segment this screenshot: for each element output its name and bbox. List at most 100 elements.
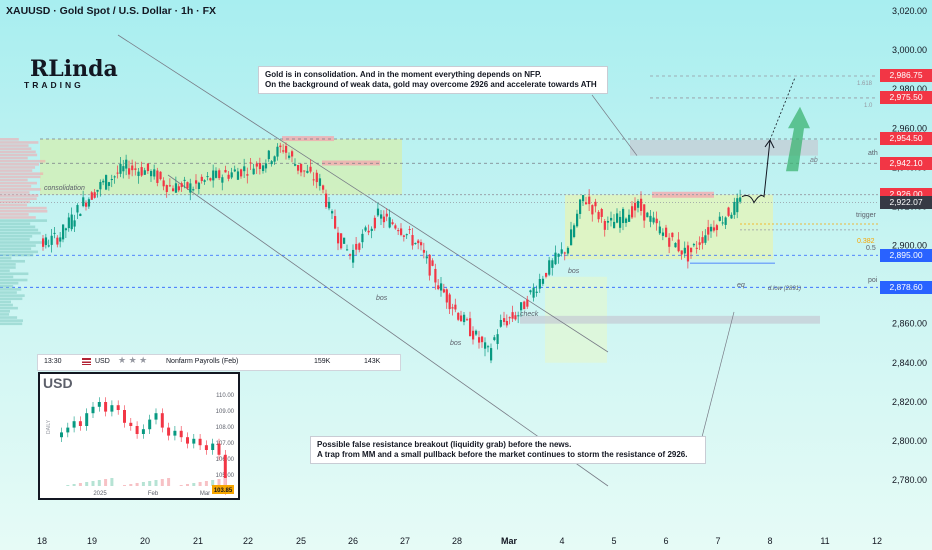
volume-profile-bar	[0, 213, 29, 216]
candle-body	[440, 283, 443, 291]
candle-body	[146, 163, 150, 172]
candle-body	[701, 237, 704, 244]
candle-body	[243, 166, 246, 172]
channel-upper	[117, 34, 609, 353]
inset-volume-bar	[179, 485, 183, 486]
label-bos-2: bos	[450, 340, 462, 347]
candle-body	[529, 290, 532, 293]
candle-body	[665, 227, 668, 238]
volume-profile-bar	[0, 322, 23, 326]
candle-body	[622, 208, 625, 224]
candle-body	[431, 260, 434, 266]
inset-volume-bar	[91, 481, 95, 486]
candle-body	[631, 206, 634, 218]
symbol-header[interactable]: XAUUSD · Gold Spot / U.S. Dollar · 1h · …	[6, 5, 217, 17]
volume-profile-bar	[0, 238, 30, 241]
inset-candle-body	[72, 421, 76, 428]
candle-body	[267, 150, 270, 160]
inset-candle-body	[129, 422, 133, 426]
y-tick-label: 2,800.00	[892, 436, 927, 446]
volume-profile-bar	[0, 138, 19, 141]
label-poi: poi	[868, 277, 878, 284]
candle-body	[168, 185, 172, 187]
candle-body	[367, 230, 370, 233]
y-tick-label: 2,780.00	[892, 475, 927, 485]
inset-volume-bar	[78, 483, 82, 486]
inset-candle-body	[135, 426, 139, 434]
candle-body	[137, 171, 140, 177]
candle-body	[186, 182, 189, 189]
candle-body	[643, 204, 646, 221]
inset-candle-body	[91, 406, 95, 414]
volume-profile-bar	[0, 209, 48, 213]
inset-volume-bar	[85, 482, 89, 486]
x-tick-label: 25	[295, 536, 307, 546]
volume-profile-bar	[0, 194, 39, 197]
candle-body	[102, 180, 105, 183]
candle-body	[692, 244, 696, 246]
flag-icon	[82, 358, 91, 365]
volume-profile-bar	[0, 159, 46, 163]
label-ab: ab	[810, 157, 818, 164]
candle-body	[674, 242, 677, 248]
candle-body	[532, 287, 535, 298]
economic-event-row[interactable]: 13:30 USD ★ ★ ★ Nonfarm Payrolls (Feb) 1…	[37, 354, 401, 371]
volume-profile-bar	[0, 247, 32, 251]
x-tick-label: 22	[242, 536, 254, 546]
volume-profile-bar	[0, 169, 33, 172]
candle-body	[640, 198, 643, 211]
candle-body	[373, 217, 376, 229]
volume-profile-bar	[0, 294, 25, 297]
candle-body	[563, 252, 566, 254]
candle-body	[408, 229, 411, 231]
candle-body	[422, 249, 426, 253]
inset-volume-bar	[204, 481, 208, 486]
inset-candle-body	[173, 430, 177, 436]
inset-candle-body	[204, 445, 208, 450]
candle-body	[349, 254, 352, 256]
volume-profile-bar	[0, 263, 16, 266]
candle-body	[233, 169, 236, 172]
inset-volume-bar	[217, 479, 221, 486]
candle-body	[85, 202, 88, 207]
event-time: 13:30	[44, 358, 62, 365]
volume-profile-bar	[0, 156, 28, 160]
candle-body	[570, 229, 573, 246]
volume-profile-bar	[0, 184, 32, 188]
volume-profile-bar	[0, 288, 22, 291]
candle-body	[610, 217, 613, 221]
volume-profile-bar	[0, 250, 39, 254]
volume-profile-bar	[0, 203, 28, 207]
inset-candle-body	[60, 432, 63, 438]
candle-body	[548, 260, 551, 275]
candle-body	[134, 168, 137, 170]
candle-body	[402, 235, 406, 237]
candle-body	[400, 228, 403, 235]
candle-body	[42, 238, 45, 247]
candle-body	[405, 234, 408, 236]
candle-body	[493, 337, 496, 340]
inset-y-tick: 108.00	[216, 425, 235, 431]
candle-body	[710, 226, 713, 232]
candle-body	[466, 319, 469, 321]
candle-body	[337, 232, 340, 244]
x-tick-label: 26	[347, 536, 359, 546]
candle-body	[262, 165, 265, 172]
volume-profile-bar	[0, 216, 36, 219]
candle-body	[370, 228, 373, 231]
candle-body	[322, 185, 325, 190]
candle-body	[637, 201, 640, 208]
candle-body	[50, 235, 53, 245]
candle-body	[315, 172, 318, 183]
label-fib-05: 0.5	[866, 245, 876, 252]
y-tick-label: 2,900.00	[892, 241, 927, 251]
x-tick-label: Mar	[500, 536, 518, 546]
inset-y-tick: 109.00	[216, 409, 235, 415]
candle-body	[47, 245, 50, 247]
label-trigger: trigger	[856, 212, 877, 219]
candle-body	[76, 205, 79, 213]
candle-body	[282, 150, 285, 152]
price-label: 2,975.50	[880, 91, 932, 105]
y-tick-label: 3,000.00	[892, 45, 927, 55]
candle-body	[523, 301, 526, 310]
